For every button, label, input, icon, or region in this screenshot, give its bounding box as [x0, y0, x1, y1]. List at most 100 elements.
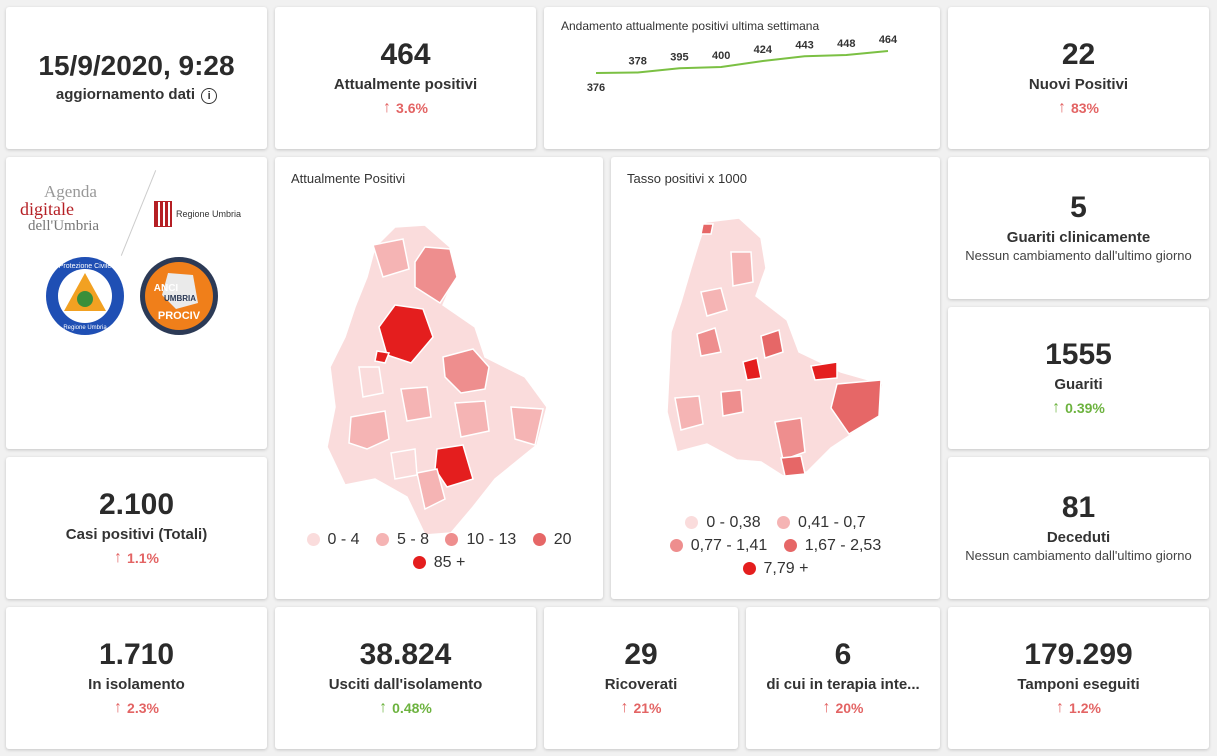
trend-value: 2.3% [127, 700, 159, 716]
legend-item[interactable]: 85 + [412, 552, 466, 573]
legend-label: 10 - 13 [466, 531, 517, 548]
arrow-up-icon: ↑ [620, 699, 629, 716]
guariti-card: 1555 Guariti ↑ 0.39% [948, 307, 1209, 449]
legend-item[interactable]: 0,77 - 1,41 [669, 535, 768, 556]
legend-dot [412, 556, 426, 569]
guariti-value: 1555 [1045, 338, 1112, 371]
legend-label: 0,77 - 1,41 [690, 537, 768, 554]
umbria-map-tasso[interactable] [611, 212, 940, 552]
sparkline-point-label: 395 [670, 51, 688, 63]
legend-item[interactable]: 0 - 0,38 [685, 512, 761, 533]
agenda-line1: Agenda [44, 182, 97, 201]
ricoverati-card: 29 Ricoverati ↑ 21% [544, 607, 738, 749]
legend-item[interactable]: 5 - 8 [375, 529, 429, 550]
attualmente-positivi-label: Attualmente positivi [333, 76, 478, 93]
legend-label: 5 - 8 [396, 531, 429, 548]
trend-value: 0.39% [1065, 400, 1105, 416]
deceduti-label: Deceduti [1046, 529, 1111, 546]
legend-dot [532, 533, 546, 546]
isolamento-label: In isolamento [88, 676, 185, 693]
nuovi-positivi-value: 22 [1061, 38, 1096, 71]
sparkline-card: Andamento attualmente positivi ultima se… [544, 7, 940, 149]
agenda-line2: digitale [20, 199, 74, 219]
trend-value: 20% [835, 700, 864, 716]
isolamento-value: 1.710 [98, 638, 175, 671]
anci-line3-text: PROCIV [158, 310, 201, 322]
legend-dot [777, 516, 791, 529]
casi-positivi-value: 2.100 [98, 488, 175, 521]
trend-value: 1.2% [1069, 700, 1101, 716]
update-label-text: aggiornamento dati [55, 86, 196, 104]
trend-value: 3.6% [396, 100, 428, 116]
sparkline-point-label: 443 [795, 39, 813, 51]
nuovi-positivi-card: 22 Nuovi Positivi ↑ 83% [948, 7, 1209, 149]
usciti-label: Usciti dall'isolamento [328, 676, 483, 693]
guariti-clinicamente-sub: Nessun cambiamento dall'ultimo giorno [965, 248, 1192, 263]
attualmente-positivi-card: 464 Attualmente positivi ↑ 3.6% [275, 7, 536, 149]
map-tasso-positivi-card: Tasso positivi x 1000 0 - 0,38 0,41 - 0,… [611, 157, 940, 599]
guariti-clinicamente-label: Guariti clinicamente [1006, 229, 1151, 246]
legend-item[interactable]: 1,67 - 2,53 [783, 535, 881, 556]
arrow-up-icon: ↑ [114, 699, 123, 716]
trend-value: 1.1% [127, 550, 159, 566]
legend-dot [742, 562, 756, 575]
map1-legend: 0 - 4 5 - 8 10 - 13 20 85 + [275, 529, 603, 575]
tamponi-card: 179.299 Tamponi eseguiti ↑ 1.2% [948, 607, 1209, 749]
terapia-intensiva-label: di cui in terapia inte... [766, 676, 920, 693]
arrow-up-icon: ↑ [114, 549, 123, 566]
map-attualmente-positivi-card: Attualmente Positivi 0 - 4 5 - 8 10 - 13… [275, 157, 603, 599]
sparkline-point-label: 464 [879, 34, 898, 46]
protezione-civile-logo: Protezione Civile Regione Umbria [46, 257, 124, 335]
terapia-intensiva-card: 6 di cui in terapia inte... ↑ 20% [746, 607, 940, 749]
tamponi-label: Tamponi eseguiti [1017, 676, 1140, 693]
usciti-trend: ↑ 0.48% [379, 699, 432, 717]
isolamento-card: 1.710 In isolamento ↑ 2.3% [6, 607, 267, 749]
legend-label: 0 - 4 [327, 531, 360, 548]
arrow-up-icon: ↑ [379, 699, 388, 716]
agenda-digitale-logo: Agenda digitale dell'Umbria [20, 183, 130, 235]
attualmente-positivi-trend: ↑ 3.6% [383, 99, 428, 117]
sparkline-point-label: 400 [712, 50, 730, 62]
legend-item[interactable]: 0 - 4 [306, 529, 360, 550]
tamponi-trend: ↑ 1.2% [1056, 699, 1101, 717]
protezione-ring-text: Protezione Civile [59, 263, 112, 270]
map2-title: Tasso positivi x 1000 [627, 171, 747, 186]
sparkline-labels: 376 378 395 400 424 443 448 464 [587, 34, 898, 94]
legend-item[interactable]: 7,79 + [742, 558, 809, 579]
legend-item[interactable]: 10 - 13 [445, 529, 516, 550]
legend-label: 85 + [433, 554, 466, 571]
tamponi-value: 179.299 [1024, 638, 1133, 671]
legend-dot [445, 533, 459, 546]
sparkline-point-label: 424 [754, 44, 773, 56]
arrow-up-icon: ↑ [1056, 699, 1065, 716]
deceduti-sub: Nessun cambiamento dall'ultimo giorno [965, 548, 1192, 563]
legend-item[interactable]: 0,41 - 0,7 [777, 512, 866, 533]
umbria-map-positivi[interactable] [275, 217, 603, 577]
guariti-clinicamente-value: 5 [1070, 191, 1087, 224]
sparkline-point-label: 376 [587, 82, 605, 94]
arrow-up-icon: ↑ [1052, 399, 1061, 416]
anci-line1-text: ANCI [154, 283, 179, 294]
usciti-card: 38.824 Usciti dall'isolamento ↑ 0.48% [275, 607, 536, 749]
trend-value: 21% [633, 700, 662, 716]
guariti-trend: ↑ 0.39% [1052, 399, 1105, 417]
deceduti-value: 81 [1061, 491, 1096, 524]
legend-label: 0 - 0,38 [706, 514, 761, 531]
ricoverati-label: Ricoverati [604, 676, 678, 693]
map2-legend: 0 - 0,38 0,41 - 0,7 0,77 - 1,41 1,67 - 2… [611, 512, 940, 581]
legend-dot [685, 516, 699, 529]
legend-dot [375, 533, 389, 546]
legend-label: 7,79 + [763, 560, 809, 577]
info-icon[interactable]: i [201, 87, 218, 104]
update-datetime: 15/9/2020, 9:28 [38, 50, 235, 82]
terapia-intensiva-value: 6 [834, 638, 852, 671]
map1-title: Attualmente Positivi [291, 171, 406, 186]
legend-label: 0,41 - 0,7 [798, 514, 866, 531]
ricoverati-value: 29 [624, 638, 658, 671]
sparkline-point-label: 448 [837, 38, 855, 50]
legend-item[interactable]: 20 [532, 529, 572, 550]
update-label: aggiornamento dati i [55, 86, 218, 104]
agenda-line3: dell'Umbria [28, 218, 100, 234]
sparkline-title: Andamento attualmente positivi ultima se… [561, 19, 820, 33]
arrow-up-icon: ↑ [383, 99, 392, 116]
